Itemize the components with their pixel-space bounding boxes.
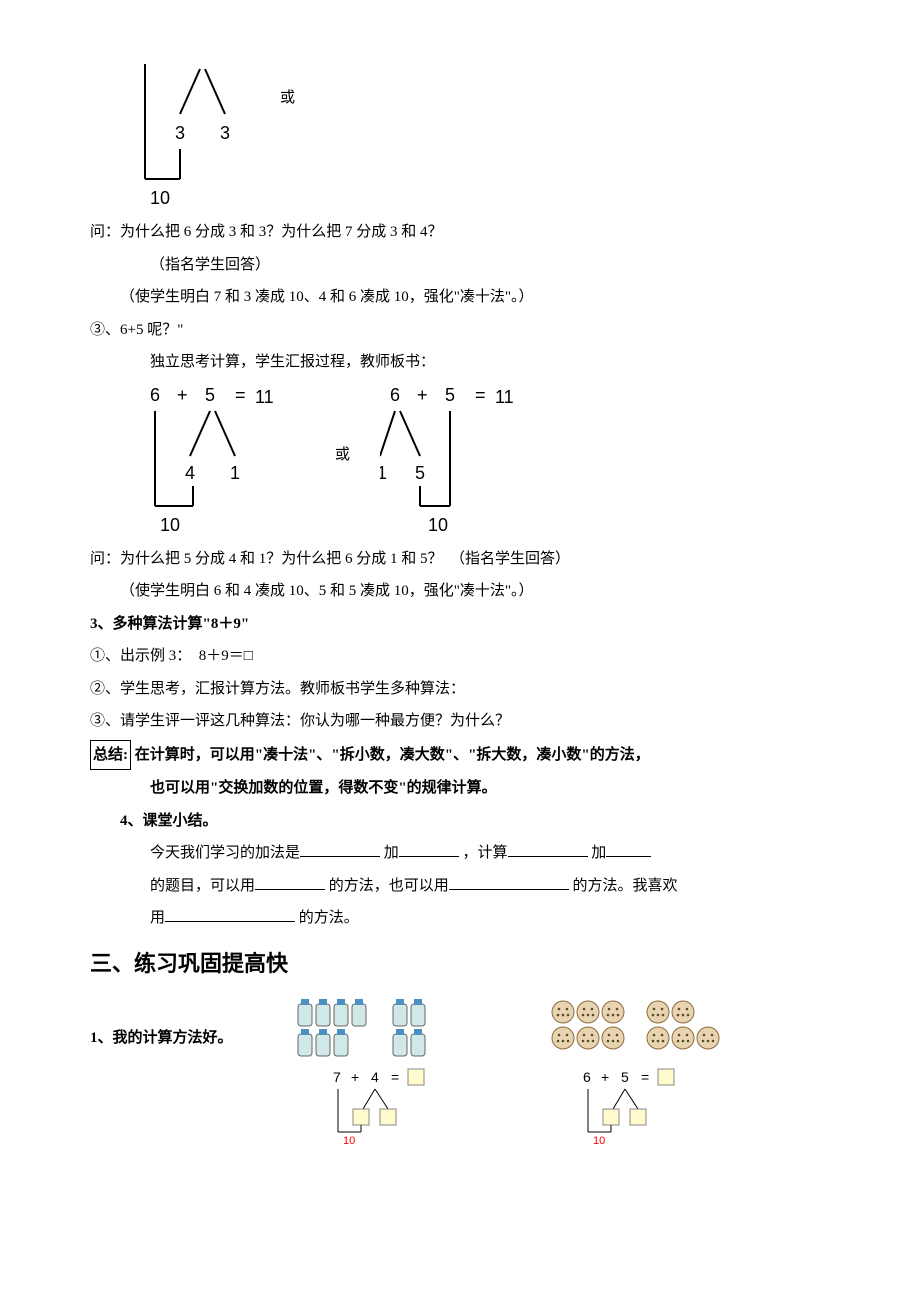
svg-text:6: 6 <box>390 385 400 405</box>
problem-row: 1、我的计算方法好。 <box>90 994 830 1144</box>
or-label-top: 或 <box>280 64 295 113</box>
fill-1b: 加 <box>384 845 399 861</box>
svg-text:+: + <box>177 385 188 405</box>
svg-text:5: 5 <box>445 385 455 405</box>
split-num-1: 3 <box>175 123 185 143</box>
top-diagram-row: 3 3 10 或 <box>130 64 830 214</box>
fill-1d: 加 <box>591 845 606 861</box>
svg-text:10: 10 <box>593 1135 605 1144</box>
svg-text:11: 11 <box>255 387 274 407</box>
svg-text:6: 6 <box>150 385 160 405</box>
section-3-1: ①、出示例 3： 8＋9＝□ <box>90 642 830 671</box>
problem-1-label: 1、我的计算方法好。 <box>90 994 233 1053</box>
svg-text:4: 4 <box>371 1069 379 1085</box>
svg-text:5: 5 <box>205 385 215 405</box>
svg-text:=: = <box>391 1069 399 1085</box>
svg-text:6: 6 <box>583 1069 591 1085</box>
fill-2b: 的方法，也可以用 <box>329 878 449 894</box>
svg-text:+: + <box>351 1069 359 1085</box>
question-1: 问：为什么把 6 分成 3 和 3？为什么把 7 分成 3 和 4？ <box>90 218 830 247</box>
fill-2c: 的方法。我喜欢 <box>573 878 678 894</box>
svg-text:=: = <box>235 385 246 405</box>
bottles-group <box>298 999 425 1056</box>
section-3-title: 三、练习巩固提高快 <box>90 943 830 985</box>
top-diagram-left: 3 3 10 <box>130 64 250 214</box>
svg-text:1: 1 <box>230 463 240 483</box>
svg-text:11: 11 <box>495 387 514 407</box>
fill-1a: 今天我们学习的加法是 <box>150 845 300 861</box>
sum-ten: 10 <box>150 188 170 208</box>
step-3-process: 独立思考计算，学生汇报过程，教师板书： <box>90 348 830 377</box>
svg-text:5: 5 <box>415 463 425 483</box>
question-2-expl: （使学生明白 6 和 4 凑成 10、5 和 5 凑成 10，强化"凑十法"。） <box>90 577 830 606</box>
section-3-2: ②、学生思考，汇报计算方法。教师板书学生多种算法： <box>90 675 830 704</box>
step-3: ③、6+5 呢？" <box>90 316 830 345</box>
fill-line-2: 的题目，可以用 的方法，也可以用 的方法。我喜欢 <box>90 872 830 901</box>
split-num-2: 3 <box>220 123 230 143</box>
svg-text:10: 10 <box>428 515 448 535</box>
question-2: 问：为什么把 5 分成 4 和 1？为什么把 6 分成 1 和 5？ （指名学生… <box>90 545 830 574</box>
section-3-3: ③、请学生评一评这几种算法：你认为哪一种最方便？为什么？ <box>90 707 830 736</box>
svg-text:10: 10 <box>160 515 180 535</box>
svg-text:=: = <box>641 1069 649 1085</box>
fill-3b: 的方法。 <box>299 910 359 926</box>
summary-label: 总结: <box>90 740 131 771</box>
diagram-2-left: 6 + 5 = 11 4 1 10 <box>130 381 305 541</box>
svg-text:10: 10 <box>343 1135 355 1144</box>
problem-bottles: 7 + 4 = 10 <box>293 994 483 1144</box>
question-1-expl: （使学生明白 7 和 3 凑成 10、4 和 6 凑成 10，强化"凑十法"。） <box>90 283 830 312</box>
fill-line-3: 用 的方法。 <box>90 904 830 933</box>
svg-text:+: + <box>601 1069 609 1085</box>
summary-line-1: 总结: 在计算时，可以用"凑十法"、"拆小数，凑大数"、"拆大数，凑小数"的方法… <box>90 740 830 771</box>
svg-text:5: 5 <box>621 1069 629 1085</box>
fill-3a: 用 <box>150 910 165 926</box>
fill-line-1: 今天我们学习的加法是 加 ，计算 加 <box>90 839 830 868</box>
svg-text:=: = <box>475 385 486 405</box>
svg-text:7: 7 <box>333 1069 341 1085</box>
summary-text-1: 在计算时，可以用"凑十法"、"拆小数，凑大数"、"拆大数，凑小数"的方法， <box>135 747 650 763</box>
problem-cookies: 6 + 5 = 10 <box>543 994 743 1144</box>
diagram-2-row: 6 + 5 = 11 4 1 10 或 6 + 5 = 11 1 5 10 <box>130 381 830 541</box>
summary-line-2: 也可以用"交换加数的位置，得数不变"的规律计算。 <box>90 774 830 803</box>
or-label-mid: 或 <box>335 381 350 470</box>
svg-text:+: + <box>417 385 428 405</box>
fill-1c: ，计算 <box>463 845 508 861</box>
svg-text:1: 1 <box>380 463 387 483</box>
svg-text:4: 4 <box>185 463 195 483</box>
fill-2a: 的题目，可以用 <box>150 878 255 894</box>
question-1-note: （指名学生回答） <box>90 251 830 280</box>
section-3-head: 3、多种算法计算"8＋9" <box>90 610 830 639</box>
section-4-head: 4、课堂小结。 <box>90 807 830 836</box>
diagram-2-right: 6 + 5 = 11 1 5 10 <box>380 381 555 541</box>
